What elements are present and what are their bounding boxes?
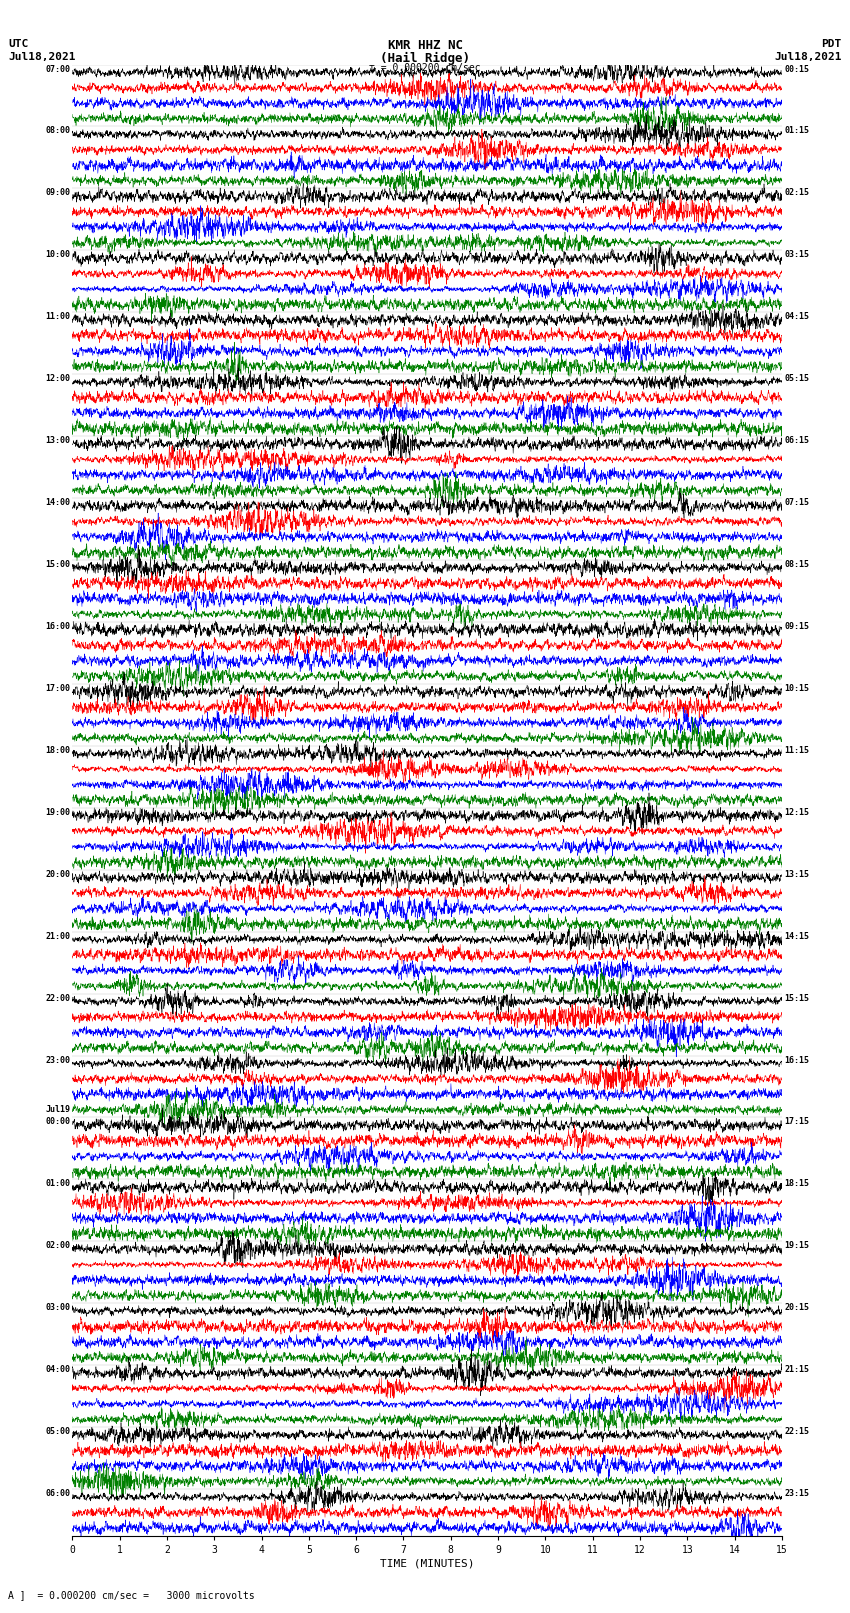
Text: Jul19: Jul19	[45, 1105, 70, 1115]
Text: 16:15: 16:15	[785, 1055, 809, 1065]
Text: 14:00: 14:00	[45, 498, 70, 506]
Text: 17:00: 17:00	[45, 684, 70, 694]
Text: 10:00: 10:00	[45, 250, 70, 260]
Text: 12:15: 12:15	[785, 808, 809, 816]
Text: 23:15: 23:15	[785, 1489, 809, 1498]
Text: 06:00: 06:00	[45, 1489, 70, 1498]
Text: 00:15: 00:15	[785, 65, 809, 74]
Text: 15:15: 15:15	[785, 994, 809, 1003]
Text: 23:00: 23:00	[45, 1055, 70, 1065]
Text: Jul18,2021: Jul18,2021	[774, 52, 842, 61]
Text: 19:00: 19:00	[45, 808, 70, 816]
Text: (Hail Ridge): (Hail Ridge)	[380, 52, 470, 65]
Text: 05:15: 05:15	[785, 374, 809, 384]
Text: 18:00: 18:00	[45, 745, 70, 755]
Text: 12:00: 12:00	[45, 374, 70, 384]
Text: 14:15: 14:15	[785, 932, 809, 940]
Text: 19:15: 19:15	[785, 1242, 809, 1250]
Text: 13:15: 13:15	[785, 869, 809, 879]
Text: A ]  = 0.000200 cm/sec =   3000 microvolts: A ] = 0.000200 cm/sec = 3000 microvolts	[8, 1590, 255, 1600]
Text: 08:00: 08:00	[45, 126, 70, 135]
Text: 20:15: 20:15	[785, 1303, 809, 1313]
Text: KMR HHZ NC: KMR HHZ NC	[388, 39, 462, 52]
Text: 11:15: 11:15	[785, 745, 809, 755]
Text: ⊤ = 0.000200 cm/sec: ⊤ = 0.000200 cm/sec	[369, 63, 481, 73]
Text: 03:00: 03:00	[45, 1303, 70, 1313]
Text: 10:15: 10:15	[785, 684, 809, 694]
X-axis label: TIME (MINUTES): TIME (MINUTES)	[380, 1558, 474, 1569]
Text: 15:00: 15:00	[45, 560, 70, 569]
Text: 07:00: 07:00	[45, 65, 70, 74]
Text: 03:15: 03:15	[785, 250, 809, 260]
Text: 09:00: 09:00	[45, 189, 70, 197]
Text: 07:15: 07:15	[785, 498, 809, 506]
Text: 05:00: 05:00	[45, 1428, 70, 1436]
Text: 08:15: 08:15	[785, 560, 809, 569]
Text: 22:15: 22:15	[785, 1428, 809, 1436]
Text: 01:00: 01:00	[45, 1179, 70, 1189]
Text: 11:00: 11:00	[45, 313, 70, 321]
Text: 06:15: 06:15	[785, 436, 809, 445]
Text: 20:00: 20:00	[45, 869, 70, 879]
Text: 02:00: 02:00	[45, 1242, 70, 1250]
Text: Jul18,2021: Jul18,2021	[8, 52, 76, 61]
Text: 16:00: 16:00	[45, 623, 70, 631]
Text: 18:15: 18:15	[785, 1179, 809, 1189]
Text: UTC: UTC	[8, 39, 29, 48]
Text: 02:15: 02:15	[785, 189, 809, 197]
Text: PDT: PDT	[821, 39, 842, 48]
Text: 04:00: 04:00	[45, 1365, 70, 1374]
Text: 00:00: 00:00	[45, 1118, 70, 1126]
Text: 21:00: 21:00	[45, 932, 70, 940]
Text: 04:15: 04:15	[785, 313, 809, 321]
Text: 21:15: 21:15	[785, 1365, 809, 1374]
Text: 22:00: 22:00	[45, 994, 70, 1003]
Text: 17:15: 17:15	[785, 1118, 809, 1126]
Text: 09:15: 09:15	[785, 623, 809, 631]
Text: 01:15: 01:15	[785, 126, 809, 135]
Text: 13:00: 13:00	[45, 436, 70, 445]
